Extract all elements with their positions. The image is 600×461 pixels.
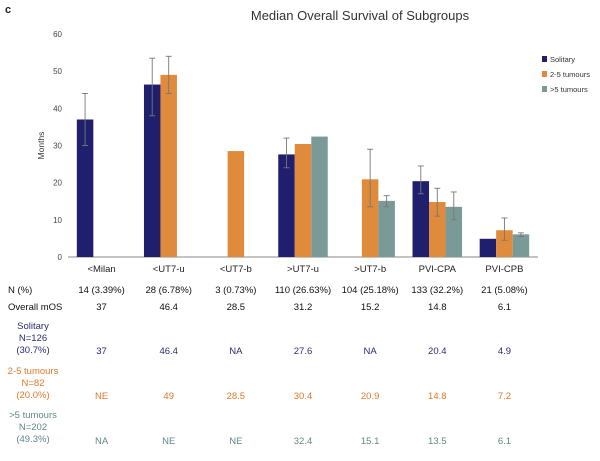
bar [429,201,446,257]
bar [512,234,530,257]
legend-swatch [542,71,547,77]
y-tick-label: 20 [53,179,62,188]
legend-label: 2-5 tumours [550,70,590,79]
legend-swatch [542,56,547,62]
bar [496,230,513,257]
x-tick-label: <UT7-u [153,264,185,275]
bar [378,200,395,257]
bar [143,84,161,258]
y-axis-label: Months [36,132,46,160]
bar [76,119,94,257]
legend-label: >5 tumours [550,85,588,94]
x-tick-label: PVI-CPB [485,264,523,275]
chart-title: Median Overall Survival of Subgroups [250,8,470,23]
bars [76,74,530,258]
error-bars [82,55,524,241]
panel-label: c [5,4,12,16]
x-tick-labels: <Milan <UT7-u <UT7-b >UT7-u >UT7-b PVI-CPA PVI… [87,264,523,275]
bar [294,144,312,257]
x-tick-label: PVI-CPA [419,264,457,275]
bar [445,206,463,257]
y-tick-label: 50 [53,67,62,76]
bar [227,151,245,257]
legend-label: Solitary [550,55,575,64]
bar [361,179,379,257]
bar [479,238,497,257]
x-tick-label: <UT7-b [220,264,252,275]
bar [278,154,295,257]
bar [160,74,177,257]
bar [311,136,328,257]
x-tick-label: >UT7-b [354,264,386,275]
y-tick-label: 10 [53,216,62,225]
y-tick-label: 30 [53,142,62,151]
x-tick-label: >UT7-u [287,264,319,275]
bar [412,181,430,257]
y-tick-label: 40 [53,104,62,113]
x-tick-label: <Milan [87,264,115,275]
legend-swatch [542,86,547,92]
y-tick-label: 0 [58,253,63,262]
legend: Solitary 2-5 tumours >5 tumours [542,55,590,94]
y-tick-label: 60 [53,30,62,39]
